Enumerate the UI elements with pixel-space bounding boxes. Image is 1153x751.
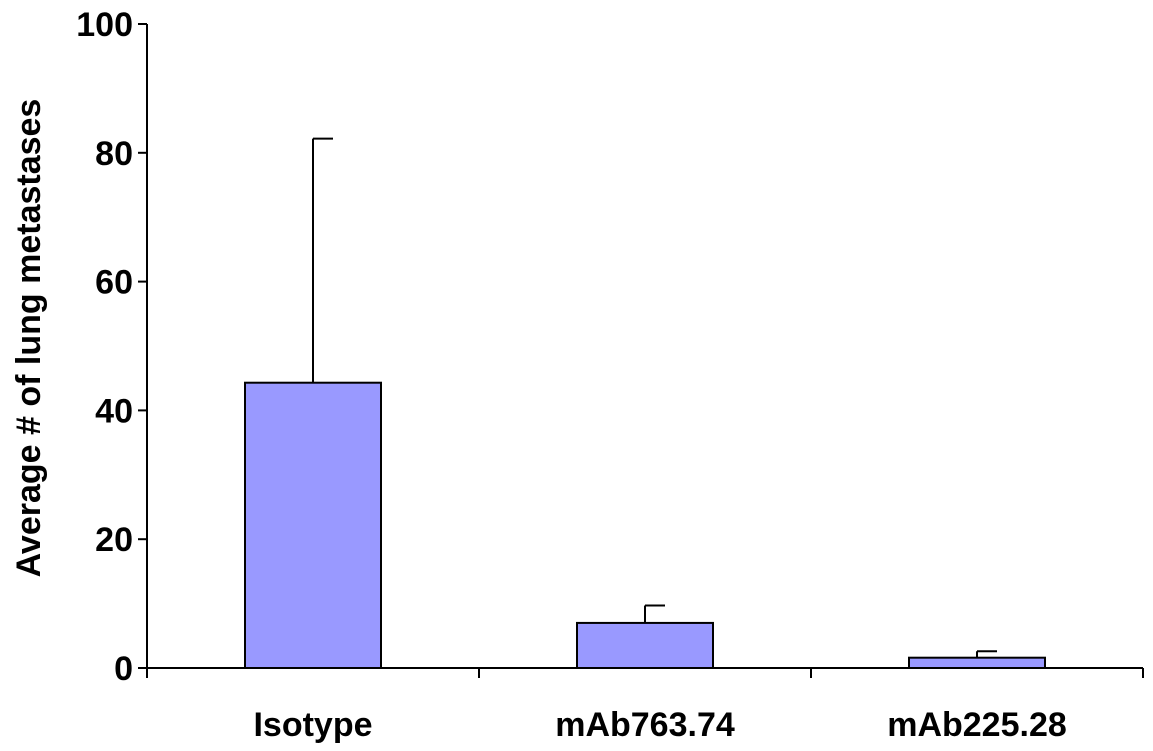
x-category-label: mAb763.74 xyxy=(555,706,735,744)
y-tick-label: 20 xyxy=(95,521,133,559)
y-tick-label: 80 xyxy=(95,135,133,173)
x-axis-ticks: Isotype mAb763.74 mAb225.28 xyxy=(146,668,1144,744)
y-axis-ticks: 0 20 40 60 80 100 xyxy=(76,6,147,688)
x-category-label: Isotype xyxy=(253,706,372,744)
y-tick-label: 40 xyxy=(95,392,133,430)
y-tick-label: 0 xyxy=(114,650,133,688)
bars-group xyxy=(244,137,1046,669)
axes-group xyxy=(146,24,1143,669)
y-tick-label: 100 xyxy=(76,6,133,44)
x-category-label: mAb225.28 xyxy=(887,706,1067,744)
bar xyxy=(244,381,382,669)
bar xyxy=(576,621,714,669)
y-tick-label: 60 xyxy=(95,264,133,302)
bar xyxy=(908,656,1046,669)
y-axis-title: Average # of lung metastases xyxy=(10,99,48,578)
